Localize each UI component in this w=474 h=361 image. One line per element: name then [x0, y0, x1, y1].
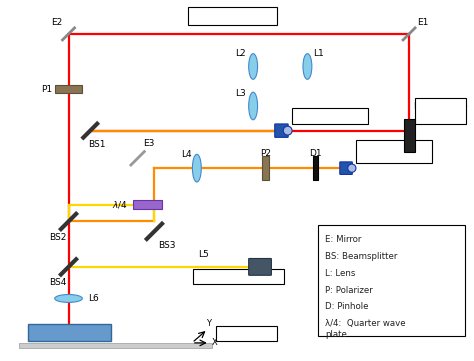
Bar — [313, 156, 318, 180]
FancyBboxPatch shape — [356, 140, 432, 163]
Text: E2: E2 — [51, 18, 63, 27]
Text: L6: L6 — [88, 294, 99, 303]
Text: White light source: White light source — [199, 272, 277, 281]
Bar — [404, 119, 415, 152]
Text: D1: D1 — [309, 149, 322, 158]
FancyBboxPatch shape — [275, 124, 288, 137]
Text: BS: Beamsplitter: BS: Beamsplitter — [325, 252, 398, 261]
Text: P1: P1 — [42, 85, 53, 94]
Text: X-Y stage: X-Y stage — [227, 330, 266, 339]
Text: D: Pinhole: D: Pinhole — [325, 303, 369, 312]
Text: L: Lens: L: Lens — [325, 269, 356, 278]
Text: BS4: BS4 — [49, 278, 66, 287]
Ellipse shape — [303, 54, 312, 79]
Ellipse shape — [192, 155, 201, 182]
Text: P2: P2 — [260, 149, 272, 158]
FancyBboxPatch shape — [292, 108, 368, 124]
Text: L4: L4 — [181, 150, 192, 159]
Ellipse shape — [249, 92, 257, 120]
Text: BS1: BS1 — [88, 140, 106, 149]
Circle shape — [348, 164, 356, 172]
FancyBboxPatch shape — [193, 269, 284, 284]
FancyBboxPatch shape — [188, 7, 277, 25]
Text: L5: L5 — [199, 249, 209, 258]
Text: λ/4:  Quarter wave
plate: λ/4: Quarter wave plate — [325, 319, 406, 339]
Bar — [55, 85, 82, 93]
Bar — [263, 156, 269, 180]
Text: $\lambda$/4: $\lambda$/4 — [112, 199, 128, 210]
FancyBboxPatch shape — [318, 225, 465, 336]
Text: E3: E3 — [144, 139, 155, 148]
FancyBboxPatch shape — [340, 162, 352, 174]
Text: P: Polarizer: P: Polarizer — [325, 286, 373, 295]
Text: Laser source
637 nm: Laser source 637 nm — [414, 102, 467, 122]
Text: BS2: BS2 — [49, 233, 66, 242]
Text: Color camera: Color camera — [299, 112, 359, 121]
Text: BS3: BS3 — [158, 241, 176, 250]
Text: L3: L3 — [236, 89, 246, 97]
FancyBboxPatch shape — [28, 324, 111, 341]
Text: High resolution
CCD: High resolution CCD — [361, 143, 425, 162]
Text: Y: Y — [206, 319, 211, 328]
Ellipse shape — [249, 54, 257, 79]
Bar — [133, 200, 162, 209]
FancyBboxPatch shape — [415, 98, 466, 124]
FancyBboxPatch shape — [216, 326, 277, 341]
Text: E: Mirror: E: Mirror — [325, 235, 362, 244]
Text: E1: E1 — [417, 18, 428, 27]
Bar — [19, 343, 212, 348]
Circle shape — [283, 126, 292, 135]
Text: Expander: Expander — [211, 13, 254, 22]
Text: L2: L2 — [236, 49, 246, 58]
Text: L1: L1 — [313, 49, 324, 58]
Ellipse shape — [55, 295, 82, 303]
FancyBboxPatch shape — [249, 258, 272, 275]
Text: X: X — [212, 338, 218, 347]
Text: BICELL: BICELL — [51, 328, 88, 338]
